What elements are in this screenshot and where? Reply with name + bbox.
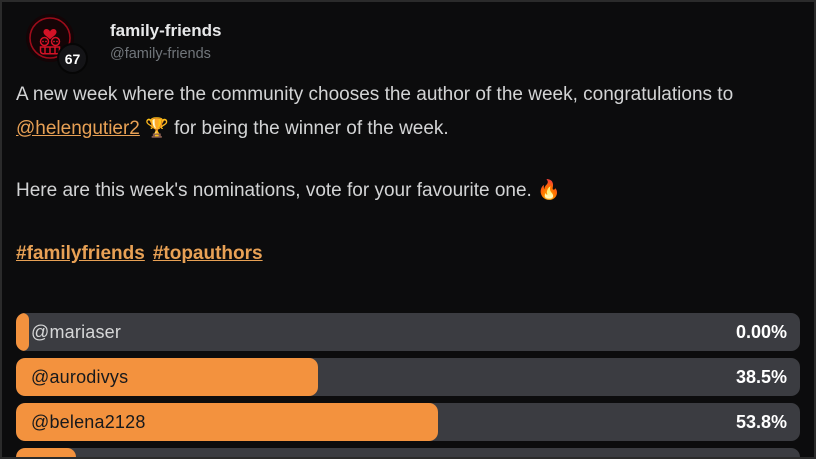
display-name[interactable]: family-friends — [110, 21, 222, 40]
avatar[interactable]: 67 — [26, 14, 88, 74]
poll-option-label: @orion.art — [31, 457, 117, 458]
paragraph-announcement: A new week where the community chooses t… — [16, 78, 800, 146]
text-before-mention: A new week where the community chooses t… — [16, 84, 734, 105]
paragraph-nominations: Here are this week's nominations, vote f… — [16, 180, 561, 201]
poll-option-row[interactable]: @mariaser 0.00% — [16, 313, 800, 351]
poll-option-label: @mariaser — [31, 321, 122, 342]
poll-option-percent: 7.69% — [736, 457, 787, 458]
hashtags-row: #familyfriends #topauthors — [16, 237, 800, 271]
author-names: family-friends @family-friends — [110, 14, 221, 62]
poll-option-percent: 53.8% — [735, 411, 787, 432]
reputation-badge: 67 — [57, 43, 88, 74]
post-body: A new week where the community chooses t… — [2, 78, 814, 271]
poll: @mariaser 0.00% @aurodivys 38.5% @belena… — [16, 313, 800, 458]
poll-fill-bar — [16, 313, 29, 351]
poll-fill-bar — [16, 358, 318, 396]
poll-option-label: @aurodivys — [31, 366, 129, 387]
poll-fill-bar — [16, 448, 77, 457]
hashtag-topauthors[interactable]: #topauthors — [152, 243, 263, 264]
voted-check-icon: ✓ — [124, 456, 146, 457]
poll-fill-bar — [16, 403, 438, 441]
hashtag-familyfriends[interactable]: #familyfriends — [16, 243, 145, 264]
mention-link-helengutier2[interactable]: @helengutier2 — [16, 118, 140, 139]
poll-option-label: @belena2128 — [31, 411, 146, 432]
poll-option-row[interactable]: @orion.art ✓ 7.69% — [16, 448, 800, 458]
poll-option-percent: 0.00% — [735, 321, 787, 342]
user-handle: @family-friends — [110, 46, 211, 62]
text-after-mention: 🏆 for being the winner of the week. — [139, 118, 449, 139]
poll-option-percent: 38.5% — [735, 366, 787, 387]
post-header: 67 family-friends @family-friends — [2, 2, 814, 74]
poll-option-row[interactable]: @belena2128 53.8% — [16, 403, 800, 441]
poll-option-row[interactable]: @aurodivys 38.5% — [16, 358, 800, 396]
